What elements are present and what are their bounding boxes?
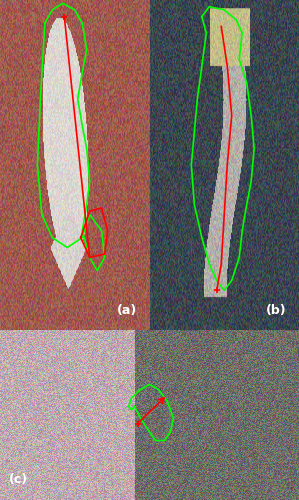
Text: (b): (b) [266, 304, 287, 317]
Text: (c): (c) [8, 474, 28, 486]
Text: (a): (a) [117, 304, 137, 317]
